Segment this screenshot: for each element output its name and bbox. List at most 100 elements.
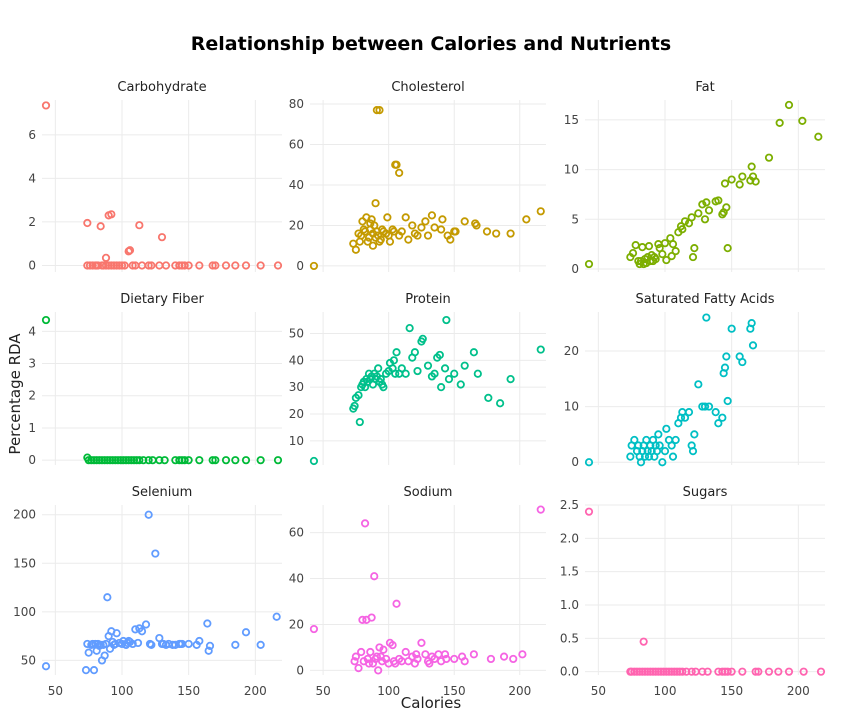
data-point <box>121 456 131 465</box>
data-point <box>385 237 395 246</box>
data-point <box>413 231 422 240</box>
data-point <box>668 452 678 461</box>
data-point <box>720 363 730 372</box>
y-tick-label: 10 <box>564 400 579 414</box>
y-tick-label: 1.0 <box>560 598 579 612</box>
data-point <box>536 505 545 514</box>
data-point <box>775 118 784 127</box>
data-point <box>651 254 660 264</box>
y-tick-label: 0 <box>28 453 36 467</box>
data-point <box>423 361 433 370</box>
data-point <box>648 667 658 676</box>
data-point <box>522 215 531 224</box>
data-point <box>660 239 670 248</box>
data-point <box>309 456 319 466</box>
data-point <box>272 612 281 621</box>
data-point <box>738 172 747 181</box>
data-point <box>784 667 794 676</box>
y-tick-label: 100 <box>13 605 36 619</box>
data-point <box>658 250 667 259</box>
data-point <box>363 237 372 246</box>
panel-title: Cholesterol <box>391 80 464 95</box>
data-point <box>735 180 744 189</box>
data-point <box>751 667 760 676</box>
data-point <box>700 402 710 411</box>
y-axis-label: Percentage RDA <box>6 333 24 455</box>
data-point <box>417 638 426 647</box>
data-point <box>141 620 151 629</box>
data-point <box>124 456 133 465</box>
data-point <box>388 641 397 650</box>
x-axis-label: Calories <box>401 694 462 712</box>
data-point <box>211 456 220 465</box>
data-point <box>506 229 515 238</box>
data-point <box>671 247 680 256</box>
y-tick-label: 2.0 <box>560 531 579 545</box>
data-point <box>107 261 116 270</box>
data-point <box>374 666 383 675</box>
data-point <box>203 619 212 628</box>
data-point <box>392 599 401 608</box>
data-point <box>99 261 108 270</box>
data-point <box>680 217 690 226</box>
data-point <box>584 458 594 467</box>
data-point <box>700 215 710 224</box>
data-point <box>135 221 144 230</box>
data-point <box>81 666 91 675</box>
data-point <box>440 364 450 373</box>
data-point <box>161 261 171 270</box>
data-point <box>395 168 404 177</box>
data-point <box>703 667 712 676</box>
data-point <box>714 196 723 205</box>
data-point <box>367 613 376 622</box>
data-point <box>631 241 640 250</box>
y-tick-label: 4 <box>28 324 36 338</box>
data-point <box>634 441 643 450</box>
data-point <box>687 213 696 222</box>
data-point <box>408 221 417 230</box>
data-point <box>536 345 545 354</box>
data-point <box>41 101 51 110</box>
y-tick-label: 2 <box>28 389 36 403</box>
data-point <box>430 369 439 378</box>
data-point <box>639 637 648 646</box>
data-point <box>482 227 492 236</box>
data-point <box>469 650 478 659</box>
data-point <box>370 572 379 581</box>
data-point <box>112 629 121 638</box>
data-point <box>157 233 167 242</box>
y-tick-label: 60 <box>289 526 304 540</box>
data-point <box>84 648 93 657</box>
data-point <box>584 259 594 269</box>
data-point <box>103 456 112 465</box>
data-point <box>671 435 680 445</box>
data-point <box>96 640 105 649</box>
data-point <box>774 667 783 676</box>
data-point <box>423 231 433 240</box>
data-point <box>678 225 687 234</box>
data-point <box>379 645 388 654</box>
data-point <box>128 639 137 649</box>
data-point <box>723 244 732 253</box>
panel-title: Protein <box>405 292 451 307</box>
data-point <box>404 235 413 244</box>
data-point <box>643 667 652 676</box>
data-point <box>96 222 105 231</box>
data-point <box>727 175 736 184</box>
data-point <box>638 667 647 676</box>
panel-carbohydrate: Carbohydrate 0 2 4 6 <box>28 80 283 272</box>
data-point <box>718 413 727 422</box>
data-point <box>662 255 671 265</box>
data-point <box>357 647 366 657</box>
data-point <box>195 261 204 270</box>
data-point <box>117 261 127 270</box>
data-point <box>89 456 99 465</box>
data-point <box>401 647 410 657</box>
data-point <box>460 657 469 666</box>
data-point <box>536 207 545 216</box>
data-point <box>799 667 808 676</box>
data-point <box>437 383 446 392</box>
data-point <box>221 261 231 270</box>
panel-title: Dietary Fiber <box>120 292 204 307</box>
data-point <box>366 647 375 657</box>
